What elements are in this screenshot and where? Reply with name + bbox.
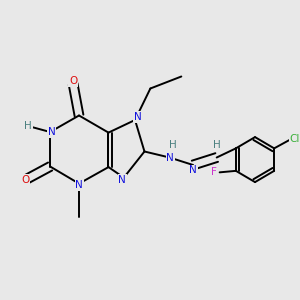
Text: H: H bbox=[24, 121, 32, 131]
Text: N: N bbox=[189, 165, 197, 176]
Text: N: N bbox=[48, 127, 56, 137]
Text: N: N bbox=[75, 180, 83, 190]
Text: F: F bbox=[211, 167, 217, 177]
Text: N: N bbox=[166, 153, 174, 163]
Text: O: O bbox=[69, 76, 77, 86]
Text: N: N bbox=[134, 112, 141, 122]
Text: Cl: Cl bbox=[290, 134, 300, 144]
Text: N: N bbox=[118, 175, 126, 185]
Text: H: H bbox=[169, 140, 176, 151]
Text: H: H bbox=[213, 140, 221, 151]
Text: O: O bbox=[21, 175, 29, 185]
